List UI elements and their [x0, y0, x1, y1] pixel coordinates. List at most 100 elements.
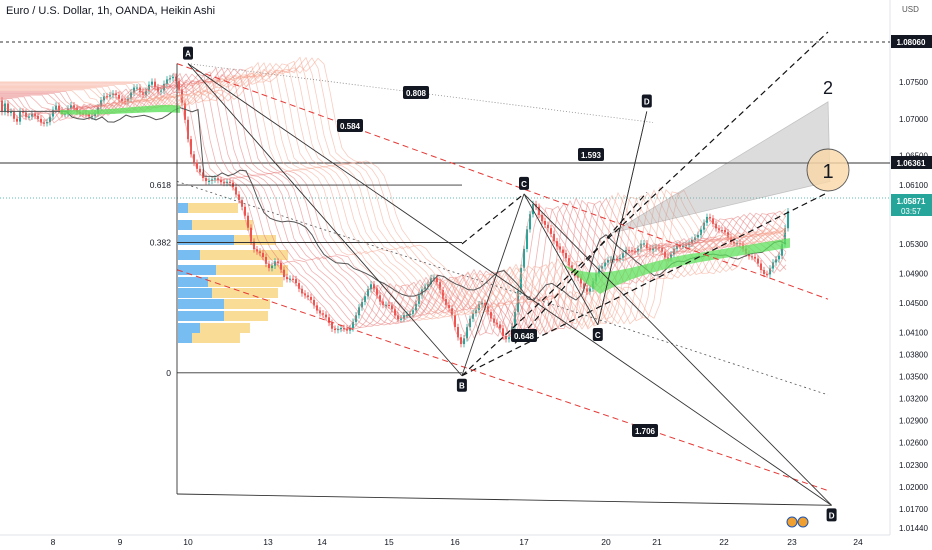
pattern-leg [187, 63, 832, 506]
candle-body [490, 312, 492, 319]
pattern-point-d: D [826, 508, 837, 522]
candle-body [169, 78, 171, 80]
candle-body [457, 327, 459, 338]
candle-body [229, 181, 231, 183]
candle-body [778, 255, 780, 260]
projection-triangle [611, 101, 831, 234]
candle-body [154, 81, 156, 88]
candle-body [607, 259, 609, 263]
volume-profile-bar [192, 333, 240, 343]
pattern-leg [461, 193, 525, 376]
x-tick-label: 13 [263, 537, 273, 547]
candle-body [727, 232, 729, 238]
candle-body [34, 113, 36, 116]
candle-body [43, 122, 45, 124]
candle-body [145, 90, 147, 95]
candle-body [94, 113, 96, 117]
candle-body [172, 76, 174, 79]
volume-profile-bar [224, 299, 270, 309]
candle-body [454, 315, 456, 328]
candle-body [73, 105, 75, 108]
axis-price-value: 1.06361 [897, 159, 926, 168]
x-tick-label: 16 [450, 537, 460, 547]
ratio-badge [578, 148, 604, 161]
candle-body [199, 168, 201, 173]
channel-line-lower [514, 192, 648, 344]
candle-body [40, 118, 42, 123]
candle-body [502, 328, 504, 337]
ma-ribbon-line [0, 73, 787, 336]
candle-body [700, 229, 702, 235]
candle-body [151, 81, 153, 85]
candle-body [16, 118, 18, 122]
candle-body [463, 338, 465, 345]
candle-body [334, 328, 336, 331]
candle-body [604, 262, 606, 267]
candle-body [268, 263, 270, 269]
candle-body [523, 248, 525, 268]
candle-body [253, 241, 255, 250]
y-tick-label: 1.04100 [899, 328, 928, 337]
channel-line-upper [461, 31, 829, 377]
x-tick-label: 15 [384, 537, 394, 547]
x-tick-label: 9 [118, 537, 123, 547]
ratio-badge [403, 86, 429, 99]
ratio-text: 1.593 [581, 151, 602, 160]
candle-body [748, 253, 750, 257]
annotation-1: 1 [822, 161, 833, 183]
candle-body [235, 187, 237, 195]
candle-body [583, 283, 585, 289]
candle-body [241, 200, 243, 207]
x-tick-label: 20 [601, 537, 611, 547]
candle-body [403, 315, 405, 319]
volume-profile-bar [178, 265, 216, 275]
red-trendline [176, 63, 829, 300]
candle-body [589, 288, 591, 292]
ma-ribbon-line [0, 60, 787, 327]
candle-body [550, 228, 552, 234]
candle-body [562, 249, 564, 253]
pattern-leg [597, 111, 648, 326]
volume-profile-bar [216, 265, 288, 275]
candle-body [364, 296, 366, 302]
ratio-text: 1.706 [635, 427, 656, 436]
candle-body [49, 116, 51, 123]
candle-body [787, 211, 789, 229]
candle-body [190, 139, 192, 155]
y-tick-label: 1.01700 [899, 505, 928, 514]
candle-body [520, 267, 522, 291]
pattern-point-badge [183, 46, 193, 60]
flag-dot [786, 516, 798, 528]
ratio-label: 1.706 [632, 424, 658, 437]
y-tick-label: 1.03500 [899, 372, 928, 381]
candle-body [178, 81, 180, 90]
candle-body [262, 252, 264, 257]
candle-body [313, 299, 315, 306]
candle-body [559, 246, 561, 250]
candle-body [508, 337, 510, 340]
ma-ribbon-green [60, 104, 180, 115]
candle-body [247, 215, 249, 228]
candle-body [157, 87, 159, 92]
gray-dotted-trendline [176, 181, 829, 396]
ratio-text: 0.584 [340, 122, 361, 131]
candle-body [70, 105, 72, 109]
pattern-frame-bottom [176, 493, 832, 506]
candle-body [286, 277, 288, 280]
candle-body [265, 256, 267, 264]
pattern-point-label: B [459, 382, 465, 391]
pattern-leg [523, 193, 832, 506]
candle-body [7, 103, 9, 113]
ratio-badge [632, 424, 658, 437]
ma-ribbon-line [0, 56, 787, 326]
volume-profile-bar [192, 220, 253, 230]
ratio-label: 0.808 [403, 86, 429, 99]
volume-profile-bar [178, 220, 192, 230]
pattern-point-badge [641, 94, 652, 108]
pattern-point-label: C [521, 180, 527, 189]
ma-ribbon-line [0, 74, 787, 335]
candle-body [10, 111, 12, 113]
y-tick-label: 1.05300 [899, 240, 928, 249]
